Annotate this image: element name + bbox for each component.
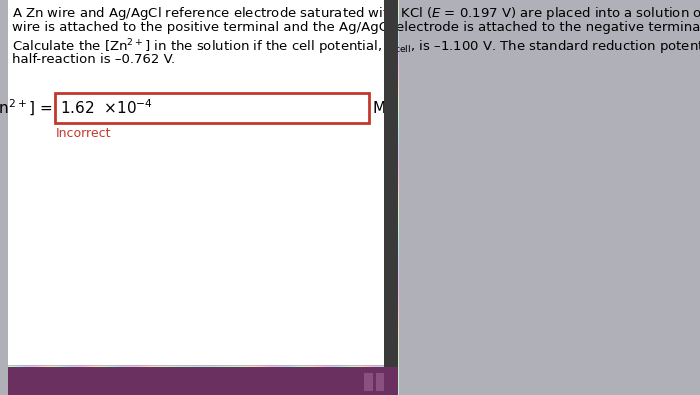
Text: 1.62  ×10$^{-4}$: 1.62 ×10$^{-4}$: [60, 99, 153, 117]
Polygon shape: [8, 0, 386, 365]
Text: Incorrect: Incorrect: [56, 127, 112, 140]
Text: Calculate the [Zn$^{2+}$] in the solution if the cell potential, $E_\mathrm{cell: Calculate the [Zn$^{2+}$] in the solutio…: [12, 37, 700, 56]
Text: A Zn wire and Ag/AgCl reference electrode saturated with KCl ($E$ = 0.197 V) are: A Zn wire and Ag/AgCl reference electrod…: [12, 5, 700, 22]
Text: M: M: [372, 100, 385, 115]
Text: [Zn$^{2+}$] =: [Zn$^{2+}$] =: [0, 98, 53, 118]
Text: wire is attached to the positive terminal and the Ag/AgCl electrode is attached : wire is attached to the positive termina…: [12, 21, 700, 34]
Polygon shape: [365, 373, 373, 391]
Polygon shape: [8, 367, 398, 395]
Polygon shape: [384, 0, 398, 395]
Polygon shape: [375, 373, 384, 391]
Text: half-reaction is –0.762 V.: half-reaction is –0.762 V.: [12, 53, 175, 66]
Polygon shape: [55, 93, 369, 123]
